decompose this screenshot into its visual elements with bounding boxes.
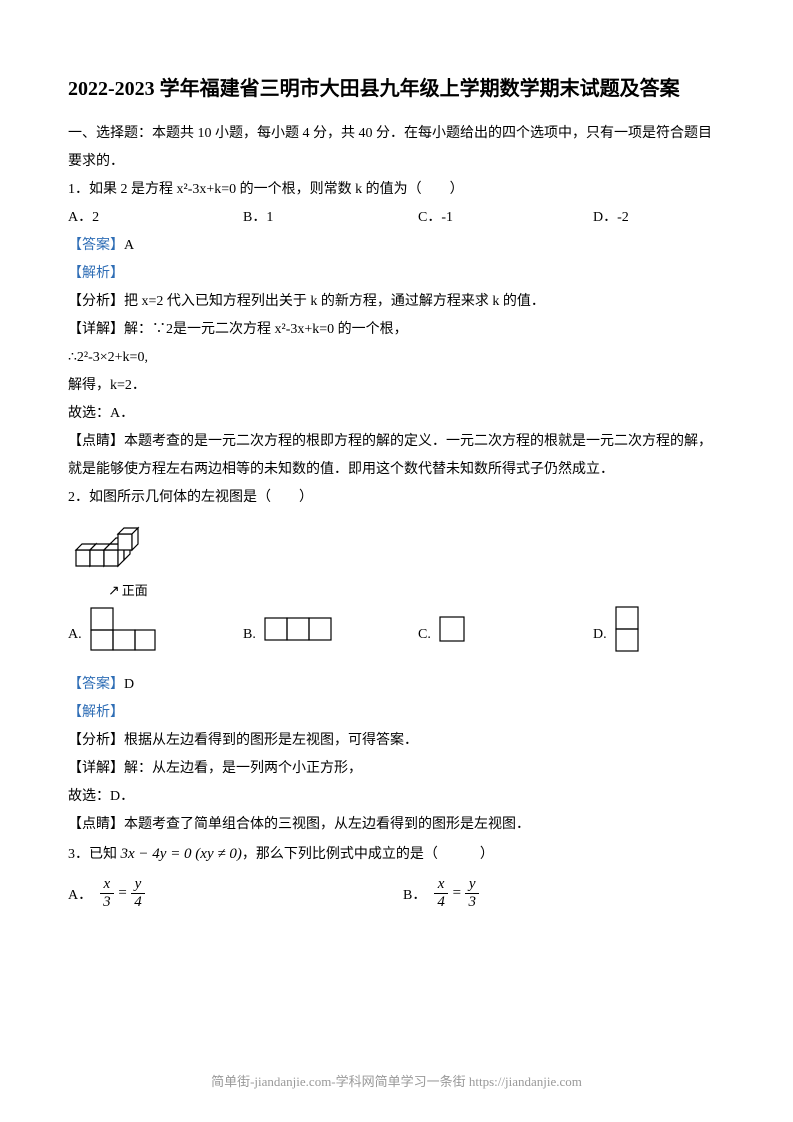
frac-num: y bbox=[131, 877, 145, 894]
q2-xiangjie: 【详解】解：从左边看，是一列两个小正方形， bbox=[68, 755, 725, 783]
arrow-up-icon: ↗ bbox=[108, 583, 120, 600]
cubes-3d-icon bbox=[68, 518, 168, 578]
q1-concl: 故选：A． bbox=[68, 400, 725, 428]
frac-a-left: x 3 bbox=[100, 877, 114, 910]
q2-opt-c: C. bbox=[418, 616, 593, 653]
frac-den: 3 bbox=[465, 894, 479, 910]
answer-value-2: D bbox=[124, 677, 134, 692]
frac-den: 4 bbox=[131, 894, 145, 910]
equals-1: = bbox=[114, 885, 132, 902]
q1-step2: 解得，k=2． bbox=[68, 372, 725, 400]
q3-a-letter: A． bbox=[68, 884, 92, 904]
q2-front-label: ↗正面 bbox=[108, 580, 725, 600]
frac-num: x bbox=[100, 877, 114, 894]
answer-value: A bbox=[124, 238, 134, 253]
opt-b-letter: B. bbox=[243, 621, 256, 649]
q1-opt-c: C．-1 bbox=[418, 204, 593, 232]
shape-3h-icon bbox=[264, 617, 334, 652]
q1-analysis-label: 【解析】 bbox=[68, 260, 725, 288]
shape-1-icon bbox=[439, 616, 465, 653]
shape-2v-icon bbox=[615, 606, 639, 663]
q1-opt-d: D．-2 bbox=[593, 204, 629, 232]
page-footer: 简单街-jiandanjie.com-学科网简单学习一条街 https://ji… bbox=[0, 1071, 793, 1090]
q2-fenxi: 【分析】根据从左边看得到的图形是左视图，可得答案． bbox=[68, 727, 725, 755]
equals-2: = bbox=[448, 885, 466, 902]
q2-dianjing: 【点睛】本题考查了简单组合体的三视图，从左边看得到的图形是左视图． bbox=[68, 811, 725, 839]
opt-a-letter: A. bbox=[68, 621, 82, 649]
q2-figure bbox=[68, 518, 725, 578]
frac-b-left: x 4 bbox=[434, 877, 448, 910]
q1-opt-a: A．2 bbox=[68, 204, 243, 232]
answer-label: 【答案】 bbox=[68, 238, 124, 253]
answer-label-2: 【答案】 bbox=[68, 677, 124, 692]
q2-concl: 故选：D． bbox=[68, 783, 725, 811]
q3-opt-a: A． x 3 = y 4 bbox=[68, 877, 403, 910]
q2-opt-b: B. bbox=[243, 617, 418, 652]
q2-analysis-label: 【解析】 bbox=[68, 699, 725, 727]
frac-den: 4 bbox=[434, 894, 448, 910]
q1-step1: ∴2²-3×2+k=0, bbox=[68, 344, 725, 372]
page-title: 2022-2023 学年福建省三明市大田县九年级上学期数学期末试题及答案 bbox=[68, 70, 725, 108]
frac-b-right: y 3 bbox=[465, 877, 479, 910]
frac-num: x bbox=[434, 877, 448, 894]
q2-opt-d: D. bbox=[593, 606, 639, 663]
opt-d-letter: D. bbox=[593, 621, 607, 649]
q1-opt-b: B．1 bbox=[243, 204, 418, 232]
q1-options: A．2 B．1 C．-1 D．-2 bbox=[68, 204, 725, 232]
opt-c-letter: C. bbox=[418, 621, 431, 649]
section-heading: 一、选择题：本题共 10 小题，每小题 4 分，共 40 分．在每小题给出的四个… bbox=[68, 120, 725, 176]
q1-dianjing: 【点睛】本题考查的是一元二次方程的根即方程的解的定义．一元二次方程的根就是一元二… bbox=[68, 428, 725, 484]
frac-num: y bbox=[465, 877, 479, 894]
q2-opt-a: A. bbox=[68, 607, 243, 662]
shape-l-icon bbox=[90, 607, 156, 662]
front-text: 正面 bbox=[122, 583, 148, 598]
frac-a-right: y 4 bbox=[131, 877, 145, 910]
q3-opt-b: B． x 4 = y 3 bbox=[403, 877, 479, 910]
q3-eqn: 3x − 4y = 0 (xy ≠ 0) bbox=[121, 846, 242, 862]
q1-xiangjie: 【详解】解：∵2是一元二次方程 x²-3x+k=0 的一个根， bbox=[68, 316, 725, 344]
q3-text: 3．已知 3x − 4y = 0 (xy ≠ 0)，那么下列比例式中成立的是（ … bbox=[68, 839, 725, 869]
q1-text: 1．如果 2 是方程 x²-3x+k=0 的一个根，则常数 k 的值为（ ） bbox=[68, 176, 725, 204]
q3-b-letter: B． bbox=[403, 884, 426, 904]
frac-den: 3 bbox=[100, 894, 114, 910]
q1-answer: 【答案】A bbox=[68, 232, 725, 260]
q2-text: 2．如图所示几何体的左视图是（ ） bbox=[68, 484, 725, 512]
q3-options: A． x 3 = y 4 B． x 4 = y 3 bbox=[68, 877, 725, 910]
q3-pre: 3．已知 bbox=[68, 847, 121, 862]
q2-answer: 【答案】D bbox=[68, 671, 725, 699]
q1-fenxi: 【分析】把 x=2 代入已知方程列出关于 k 的新方程，通过解方程来求 k 的值… bbox=[68, 288, 725, 316]
q3-post: ，那么下列比例式中成立的是（ ） bbox=[242, 847, 494, 862]
q2-options: A. B. C. bbox=[68, 606, 725, 663]
